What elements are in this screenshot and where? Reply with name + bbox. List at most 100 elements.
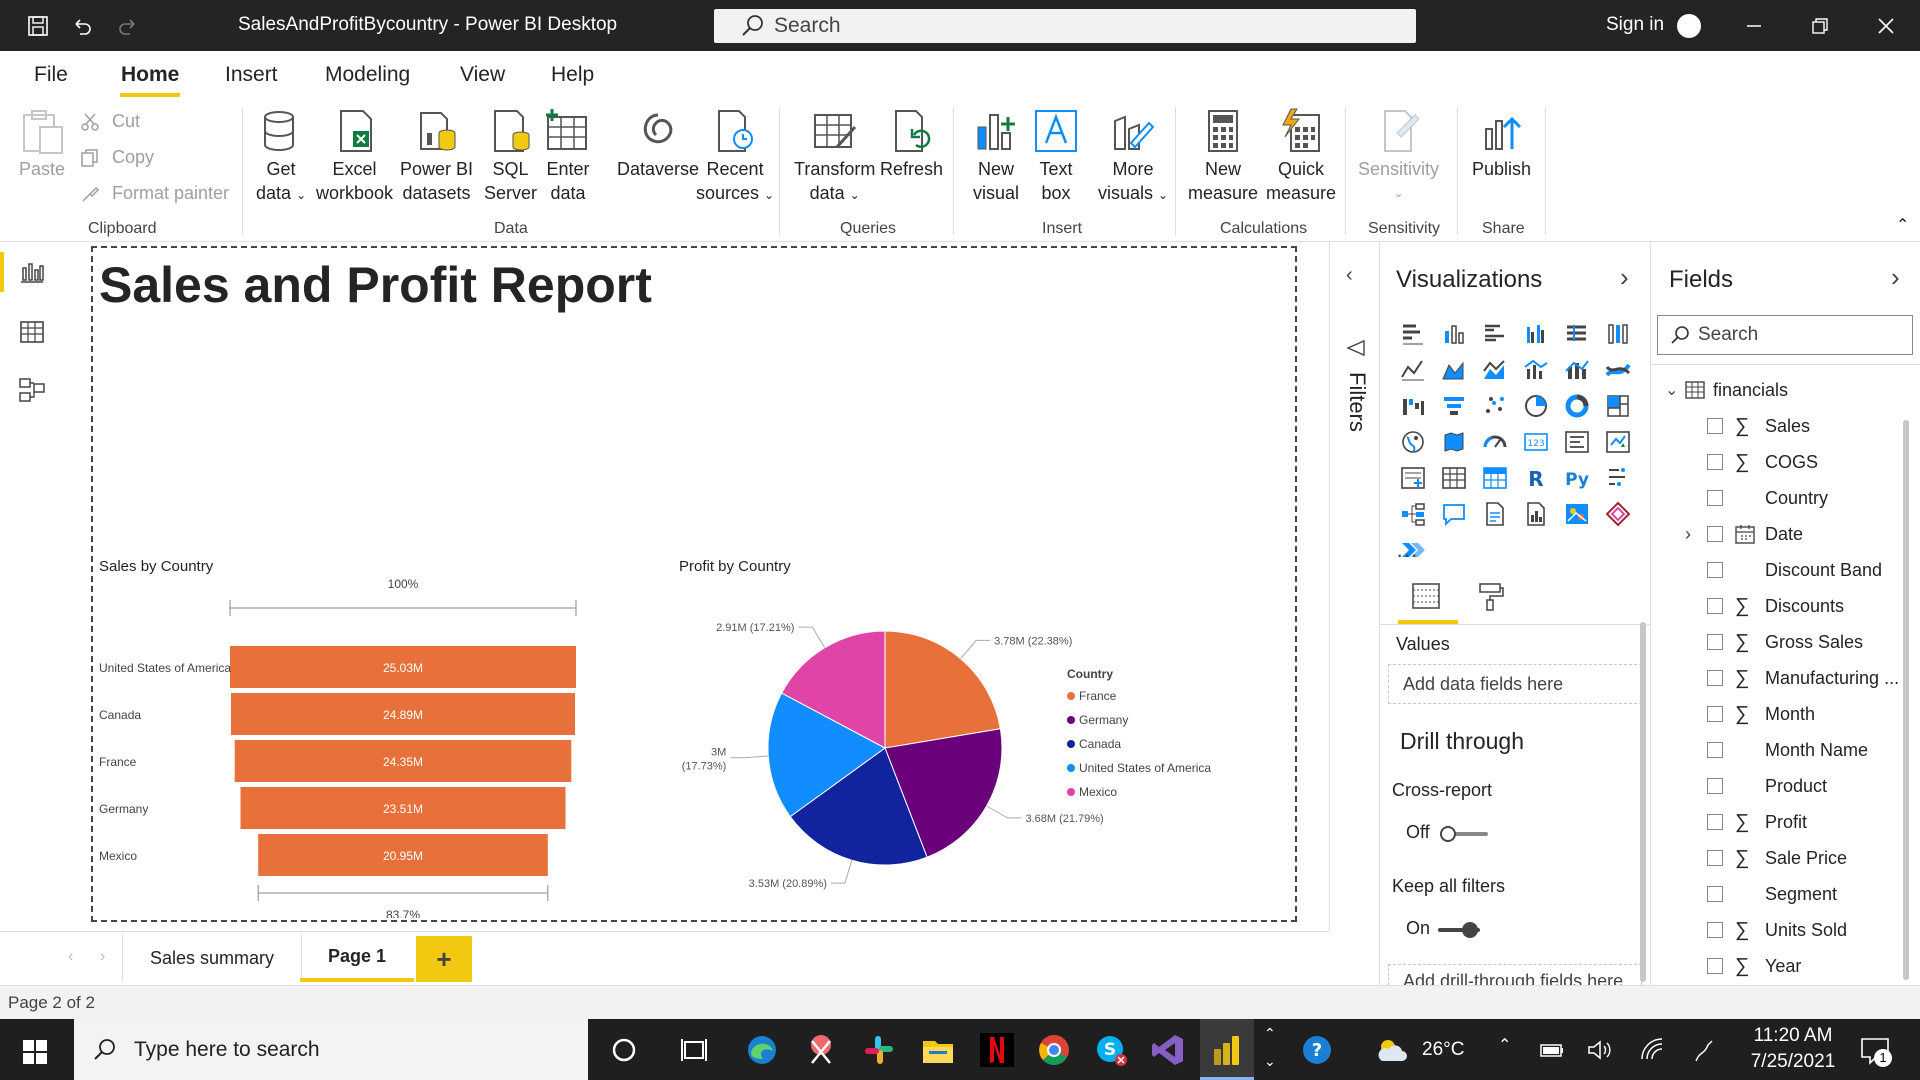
r-visual-icon[interactable]: R (1523, 465, 1549, 491)
collapse-ribbon-icon[interactable]: ⌃ (1896, 217, 1910, 234)
kpi-icon[interactable] (1605, 429, 1631, 455)
field-item[interactable]: ∑ Units Sold (1651, 912, 1911, 948)
gauge-icon[interactable] (1482, 429, 1508, 455)
dataverse-button[interactable]: Dataverse (617, 107, 699, 181)
slack-icon[interactable] (862, 1033, 896, 1067)
funnel-bar[interactable] (258, 834, 548, 876)
power-automate-icon[interactable] (1400, 537, 1426, 563)
netflix-icon[interactable] (980, 1033, 1014, 1067)
scatter-chart-icon[interactable] (1482, 393, 1508, 419)
minimize-icon[interactable] (1740, 12, 1768, 40)
report-page[interactable]: Sales and Profit Report Sales by Country… (91, 246, 1297, 922)
decomposition-tree-icon[interactable] (1400, 501, 1426, 527)
chevron-down-icon[interactable]: ⌄ (1264, 1053, 1276, 1069)
100-stacked-column-icon[interactable] (1605, 321, 1631, 347)
field-checkbox[interactable] (1707, 598, 1723, 614)
pie-slice[interactable] (781, 630, 886, 749)
field-checkbox[interactable] (1707, 706, 1723, 722)
weather-temperature[interactable]: 26°C (1422, 1039, 1465, 1060)
chevron-left-icon[interactable]: ‹ (1346, 264, 1353, 286)
card-icon[interactable]: 123 (1523, 429, 1549, 455)
field-checkbox[interactable] (1707, 886, 1723, 902)
qa-icon[interactable] (1441, 501, 1467, 527)
field-item[interactable]: Discount Band (1651, 552, 1911, 588)
copy-button[interactable]: Copy (80, 147, 154, 168)
funnel-bar[interactable] (230, 693, 576, 735)
ribbon-chart-icon[interactable] (1605, 357, 1631, 383)
windows-start-icon[interactable] (22, 1039, 48, 1065)
add-page-button[interactable]: + (416, 936, 472, 982)
chevron-down-icon[interactable]: ⌄ (1665, 382, 1679, 399)
cross-report-toggle[interactable] (1440, 826, 1456, 842)
legend-item[interactable]: Mexico (1079, 785, 1117, 799)
task-view-icon[interactable] (678, 1033, 712, 1067)
page-tab-page-1[interactable]: Page 1 (300, 934, 414, 982)
field-item[interactable]: ∑ Sale Price (1651, 840, 1911, 876)
cross-report-toggle-track[interactable] (1446, 832, 1488, 836)
clustered-bar-chart-icon[interactable] (1482, 321, 1508, 347)
edge-icon[interactable] (745, 1033, 779, 1067)
fields-well-icon[interactable] (1410, 580, 1442, 612)
tab-help[interactable]: Help (551, 63, 595, 86)
funnel-chart-icon[interactable] (1441, 393, 1467, 419)
field-checkbox[interactable] (1707, 670, 1723, 686)
get-data-button[interactable]: Get data ⌄ (256, 107, 306, 207)
table-visual-icon[interactable] (1441, 465, 1467, 491)
field-checkbox[interactable] (1707, 562, 1723, 578)
close-icon[interactable] (1872, 12, 1900, 40)
field-checkbox[interactable] (1707, 814, 1723, 830)
python-visual-icon[interactable]: Py (1564, 465, 1590, 491)
filled-map-icon[interactable] (1441, 429, 1467, 455)
stacked-area-icon[interactable] (1482, 357, 1508, 383)
field-item[interactable]: ∑ Discounts (1651, 588, 1911, 624)
funnel-bar[interactable] (240, 787, 566, 829)
waterfall-icon[interactable] (1400, 393, 1426, 419)
field-checkbox[interactable] (1707, 850, 1723, 866)
redo-icon[interactable] (116, 14, 140, 38)
snipping-tool-icon[interactable] (804, 1033, 838, 1067)
fields-scrollbar[interactable] (1903, 420, 1909, 980)
slicer-icon[interactable] (1400, 465, 1426, 491)
stacked-bar-chart-icon[interactable] (1400, 321, 1426, 347)
field-checkbox[interactable] (1707, 742, 1723, 758)
field-checkbox[interactable] (1707, 418, 1723, 434)
data-view-icon[interactable] (18, 318, 46, 346)
paste-button[interactable]: Paste (18, 107, 66, 181)
new-measure-button[interactable]: New measure (1188, 107, 1258, 205)
sensitivity-button[interactable]: Sensitivity ⌄ (1358, 107, 1439, 205)
paint-roller-icon[interactable] (1474, 580, 1506, 612)
key-influencers-icon[interactable] (1605, 465, 1631, 491)
donut-chart-icon[interactable] (1564, 393, 1590, 419)
line-stacked-column-icon[interactable] (1564, 357, 1590, 383)
matrix-icon[interactable] (1482, 465, 1508, 491)
power-bi-icon[interactable] (1210, 1033, 1244, 1067)
field-item[interactable]: Month Name (1651, 732, 1911, 768)
filters-pane-collapsed[interactable]: ‹ (1329, 242, 1380, 931)
text-box-button[interactable]: Text box (1032, 107, 1080, 205)
chevron-up-icon[interactable]: ⌃ (1264, 1025, 1276, 1041)
paginated-report-icon[interactable] (1523, 501, 1549, 527)
weather-cloud-icon[interactable] (1374, 1033, 1408, 1067)
wifi-icon[interactable] (1638, 1033, 1666, 1067)
drill-through-well[interactable]: Add drill-through fields here (1388, 964, 1642, 985)
field-checkbox[interactable] (1707, 490, 1723, 506)
visual-studio-icon[interactable] (1151, 1033, 1185, 1067)
area-chart-icon[interactable] (1441, 357, 1467, 383)
sign-in-link[interactable]: Sign in (1606, 14, 1665, 35)
power-bi-datasets-button[interactable]: Power BI datasets (400, 107, 473, 205)
cortana-icon[interactable] (607, 1033, 641, 1067)
save-icon[interactable] (26, 14, 50, 38)
new-visual-button[interactable]: New visual (972, 107, 1020, 205)
pen-icon[interactable] (1690, 1033, 1718, 1067)
chevron-up-icon[interactable]: ⌃ (1498, 1037, 1512, 1054)
undo-icon[interactable] (70, 14, 94, 38)
field-item[interactable]: ∑ Month (1651, 696, 1911, 732)
report-view-icon[interactable] (18, 258, 46, 286)
field-checkbox[interactable] (1707, 454, 1723, 470)
cut-button[interactable]: Cut (80, 111, 140, 132)
values-well[interactable]: Add data fields here (1388, 664, 1642, 704)
chevron-right-icon[interactable]: › (1620, 262, 1629, 292)
field-item[interactable]: ∑ Gross Sales (1651, 624, 1911, 660)
line-column-icon[interactable] (1523, 357, 1549, 383)
pie-chart-icon[interactable] (1523, 393, 1549, 419)
